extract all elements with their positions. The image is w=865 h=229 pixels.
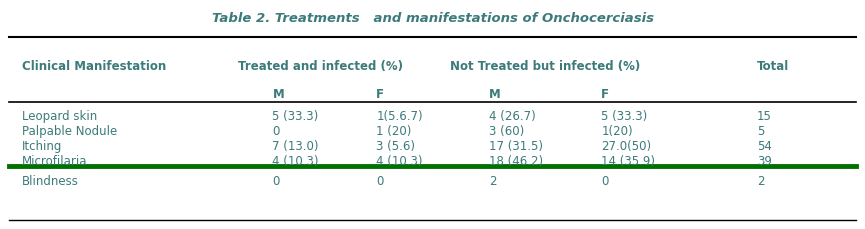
Text: 39: 39 [757, 154, 772, 167]
Text: Not Treated but infected (%): Not Treated but infected (%) [450, 60, 640, 73]
Text: F: F [601, 88, 609, 101]
Text: 18 (46.2): 18 (46.2) [489, 154, 543, 167]
Text: Palpable Nodule: Palpable Nodule [22, 124, 117, 137]
Text: Total: Total [757, 60, 789, 73]
Text: M: M [272, 88, 285, 101]
Text: F: F [376, 88, 384, 101]
Text: M: M [489, 88, 501, 101]
Text: Table 2. Treatments   and manifestations of Onchocerciasis: Table 2. Treatments and manifestations o… [212, 12, 653, 25]
Text: 1(20): 1(20) [601, 124, 633, 137]
Text: Blindness: Blindness [22, 174, 79, 187]
Text: 5: 5 [757, 124, 765, 137]
Text: 4 (26.7): 4 (26.7) [489, 109, 535, 123]
Text: Leopard skin: Leopard skin [22, 109, 97, 123]
Text: 0: 0 [376, 174, 384, 187]
Text: 2: 2 [489, 174, 497, 187]
Text: 4 (10.3): 4 (10.3) [272, 154, 319, 167]
Text: 1 (20): 1 (20) [376, 124, 412, 137]
Text: 0: 0 [272, 124, 280, 137]
Text: 15: 15 [757, 109, 772, 123]
Text: Treated and infected (%): Treated and infected (%) [238, 60, 402, 73]
Text: 27.0(50): 27.0(50) [601, 139, 651, 152]
Text: 54: 54 [757, 139, 772, 152]
Text: 5 (33.3): 5 (33.3) [601, 109, 647, 123]
Text: 14 (35.9): 14 (35.9) [601, 154, 655, 167]
Text: 4 (10.3): 4 (10.3) [376, 154, 423, 167]
Text: 7 (13.0): 7 (13.0) [272, 139, 319, 152]
Text: 0: 0 [601, 174, 609, 187]
Text: Clinical Manifestation: Clinical Manifestation [22, 60, 166, 73]
Text: Itching: Itching [22, 139, 62, 152]
Text: 0: 0 [272, 174, 280, 187]
Text: 3 (60): 3 (60) [489, 124, 524, 137]
Text: Microfilaria: Microfilaria [22, 154, 87, 167]
Text: 3 (5.6): 3 (5.6) [376, 139, 415, 152]
Text: 5 (33.3): 5 (33.3) [272, 109, 318, 123]
Text: 2: 2 [757, 174, 765, 187]
Text: 17 (31.5): 17 (31.5) [489, 139, 542, 152]
Text: 1(5.6.7): 1(5.6.7) [376, 109, 423, 123]
